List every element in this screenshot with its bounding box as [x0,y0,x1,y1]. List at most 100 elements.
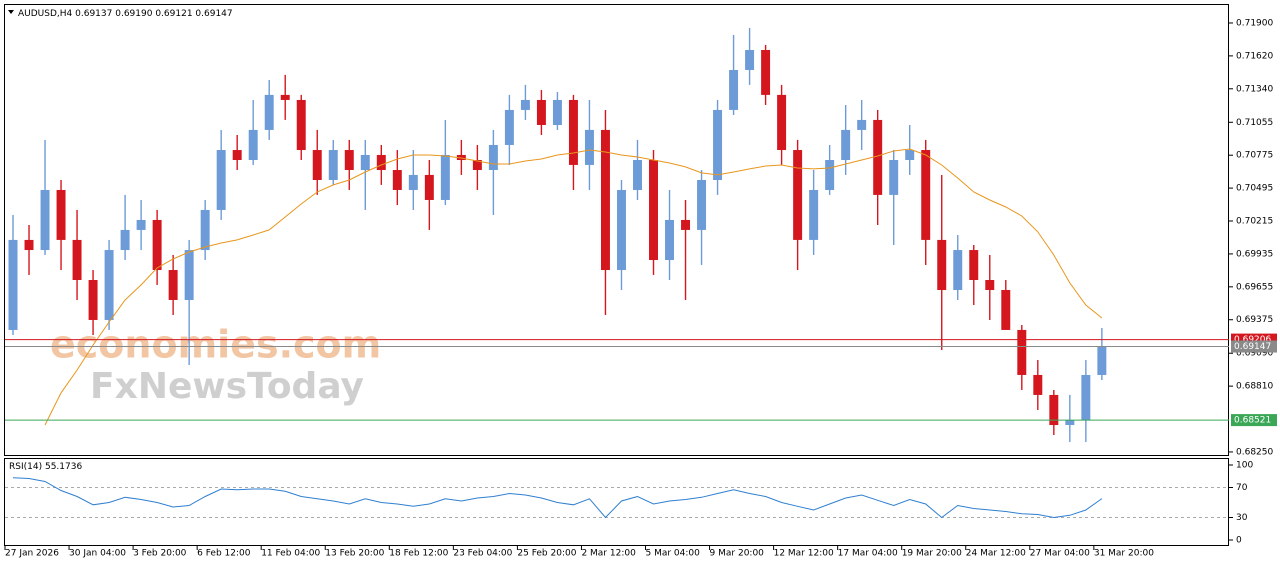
candle-body [841,129,851,161]
candle-body [216,150,226,210]
candle-body [1049,394,1059,426]
ohlc: 0.69147 [195,9,232,19]
candle-body [729,69,739,110]
watermark: FxNewsToday [90,366,364,407]
candle-body [681,219,691,230]
candle-body [56,189,66,240]
candle-body [617,189,626,271]
candle-body [809,189,819,240]
candle-body [24,239,34,251]
candle-body [1017,329,1027,375]
candle-body [424,174,434,200]
x-tick-label: 2 Mar 12:00 [581,549,636,559]
candle-body [104,250,114,320]
axes: 0.71900 0.71620 0.71340 0.71055 0.70775 0.704… [4,18,1277,559]
rsi-frame [4,458,1229,546]
candle-body [488,144,498,171]
candle-body [8,239,18,330]
candle-body [536,99,546,125]
candle-body [456,154,466,161]
candle-body [440,154,450,200]
candle-body [649,160,658,261]
y-tick-label: 0.69375 [1236,315,1273,325]
x-tick-label: 24 Mar 12:00 [966,549,1026,559]
candle-body [633,160,642,190]
level-label: 0.69206 [1234,335,1271,345]
candle-body [665,219,675,261]
candle-body [552,99,562,125]
rsi-plot [5,477,1229,519]
candle-body [697,179,707,230]
chart-header: AUDUSD,H4 0.69137 0.69190 0.69121 0.6914… [18,9,233,19]
x-tick-label: 12 Mar 12:00 [774,549,834,559]
candle-body [584,129,594,165]
y-tick-label: 0.71340 [1236,84,1273,94]
candle-body [745,50,755,70]
x-tick-label: 27 Jan 2026 [5,549,59,559]
candle-body [969,250,979,281]
candle-body [360,154,370,171]
candle-body [713,109,723,180]
candle-body [184,250,194,300]
candle-body [120,229,130,251]
level-label: 0.68521 [1234,416,1271,426]
candle-body [344,150,354,171]
candle-body [168,270,178,300]
candle-body [857,119,867,130]
candle-body [328,150,338,180]
x-tick-label: 19 Mar 20:00 [902,549,962,559]
candle-body [88,280,98,320]
x-tick-label: 6 Feb 12:00 [197,549,251,559]
y-tick-label: 0.69935 [1236,249,1273,259]
y-tick-label: 0.68250 [1236,447,1273,457]
y-tick-label: 0 [1236,536,1242,546]
candle-body [200,209,210,251]
candle-body [408,174,418,190]
x-tick-label: 9 Mar 20:00 [710,549,765,559]
candle-body [568,99,578,165]
y-tick-label: 0.70775 [1236,151,1273,161]
y-tick-label: 0.71055 [1236,118,1273,128]
moving-average [44,148,1103,426]
candle-body [136,219,146,230]
candle-body [232,150,242,161]
candle-body [873,119,883,195]
y-tick-label: 100 [1236,461,1253,471]
candle-body [392,170,402,190]
x-tick-label: 5 Mar 04:00 [646,549,701,559]
candle-body [376,154,386,171]
candle-body [889,160,899,195]
level-label-box [1231,414,1277,427]
candle-body [921,150,931,240]
candle-body [504,109,514,145]
candle-body [985,280,995,290]
candle-body [793,150,803,240]
candle-body [777,94,787,151]
x-tick-label: 30 Jan 04:00 [69,549,126,559]
candle-body [296,99,306,151]
candle-body [1065,419,1075,426]
candle-body [264,94,274,130]
rsi-title: RSI(14) 55.1736 [9,462,82,472]
symbol: AUDUSD,H4 [18,9,73,19]
ohlc: 0.69137 [75,9,112,19]
candle-body [1081,374,1091,420]
candle-body [937,239,947,290]
y-tick-label: 30 [1236,513,1248,523]
x-tick-label: 25 Feb 20:00 [517,549,576,559]
candle-body [1097,346,1107,375]
candle-body [761,50,771,95]
ohlc: 0.69190 [115,9,152,19]
y-tick-label: 0.68810 [1236,382,1273,392]
candle-body [152,219,162,271]
y-tick-label: 0.70495 [1236,184,1273,194]
candle-body [953,250,963,290]
y-tick-label: 0.70215 [1236,217,1273,227]
x-tick-label: 13 Feb 20:00 [325,549,384,559]
candle-body [600,129,610,271]
rsi-line [12,477,1103,519]
rsi-value: 55.1736 [45,462,82,472]
ohlc: 0.69121 [155,9,192,19]
